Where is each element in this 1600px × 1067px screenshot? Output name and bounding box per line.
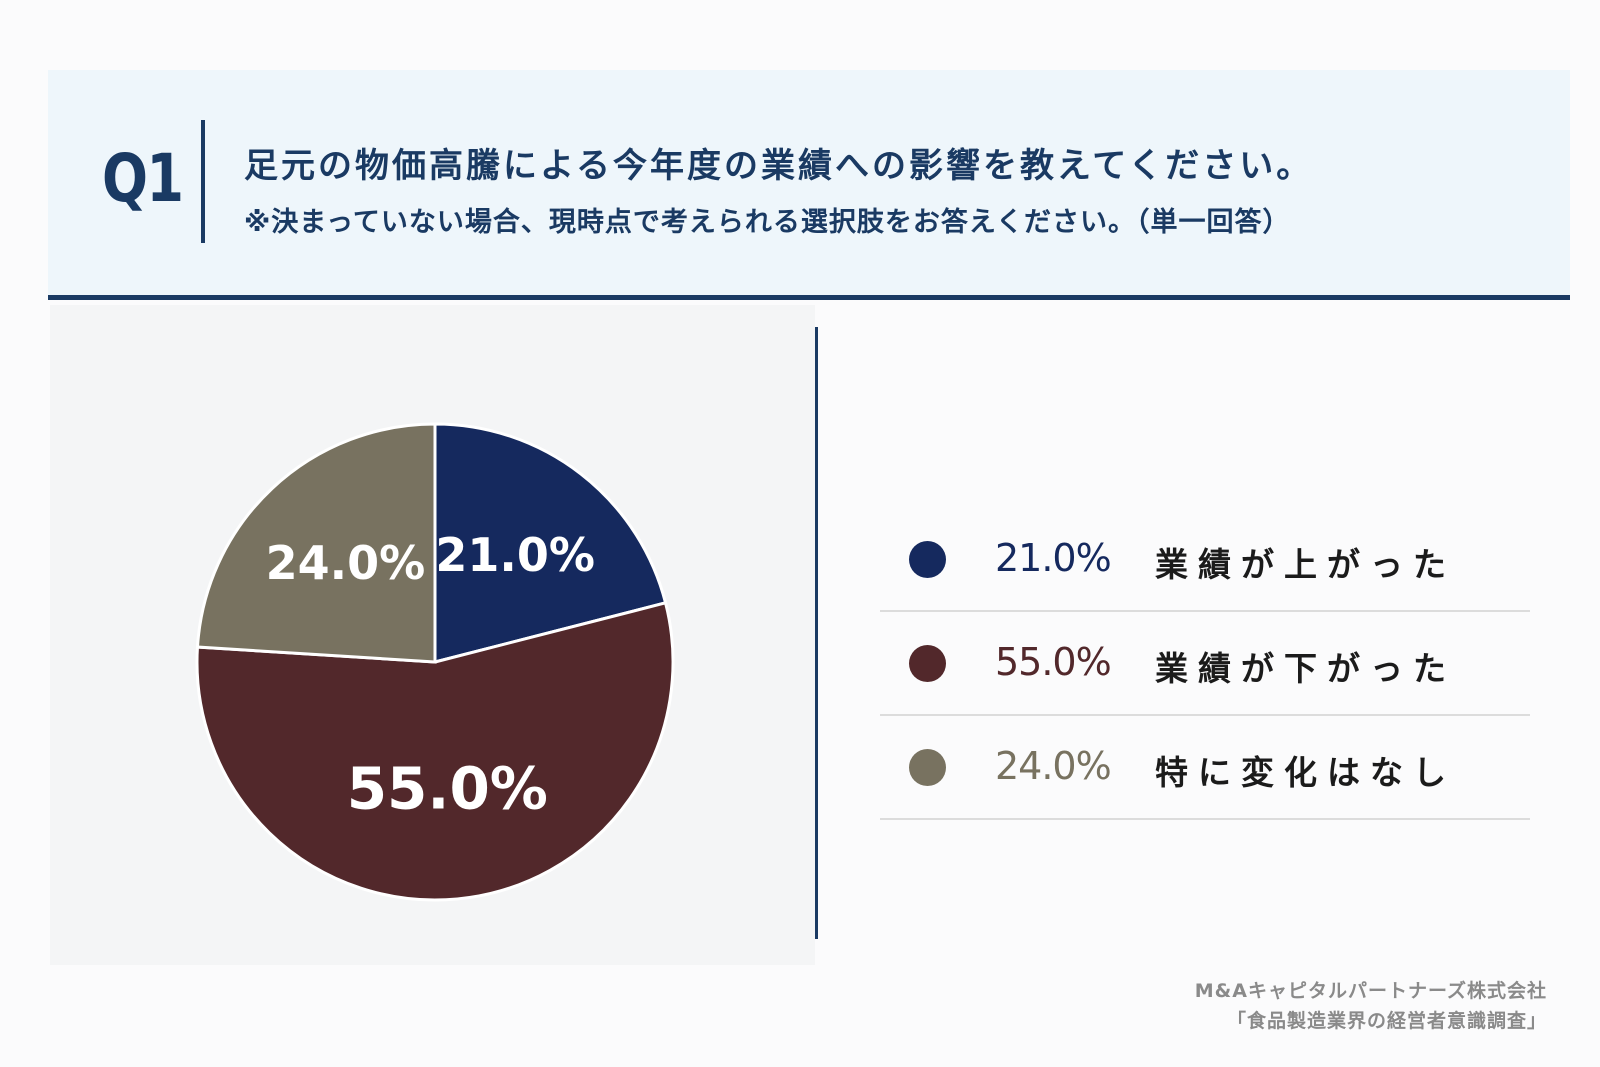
source-credit: M&Aキャピタルパートナーズ株式会社 「食品製造業界の経営者意識調査」 — [1195, 976, 1547, 1036]
legend-value-none: 24.0% — [995, 744, 1112, 788]
chart-legend-divider — [815, 327, 818, 939]
source-survey: 「食品製造業界の経営者意識調査」 — [1226, 1010, 1547, 1032]
pie-slice-up — [433, 422, 668, 664]
legend-value-down: 55.0% — [995, 640, 1112, 684]
legend-item-up: 21.0% 業績が上がった — [880, 508, 1530, 612]
legend-item-down: 55.0% 業績が下がった — [880, 612, 1530, 716]
legend-label-none: 特に変化はなし — [1155, 753, 1456, 792]
legend-dot-down — [909, 645, 946, 682]
source-company: M&Aキャピタルパートナーズ株式会社 — [1194, 980, 1547, 1002]
pie-label-down: 55.0% — [347, 754, 548, 822]
legend-item-none: 24.0% 特に変化はなし — [880, 716, 1530, 820]
legend-label-up: 業績が上がった — [1155, 545, 1456, 584]
question-header — [48, 70, 1570, 300]
pie-label-none: 24.0% — [266, 536, 426, 590]
pie-slice-down — [195, 600, 675, 902]
legend-value-up: 21.0% — [995, 536, 1112, 580]
question-note: ※決まっていない場合、現時点で考えられる選択肢をお答えください。（単一回答） — [244, 207, 1291, 238]
question-number: Q1 — [102, 140, 184, 217]
pie-label-up: 21.0% — [435, 528, 595, 582]
question-divider — [201, 120, 205, 243]
legend-label-down: 業績が下がった — [1155, 649, 1456, 688]
pie-slice-none — [195, 422, 437, 664]
legend-dot-none — [909, 749, 946, 786]
legend-dot-up — [909, 541, 946, 578]
question-text: 足元の物価高騰による今年度の業績への影響を教えてください。 — [244, 146, 1314, 186]
